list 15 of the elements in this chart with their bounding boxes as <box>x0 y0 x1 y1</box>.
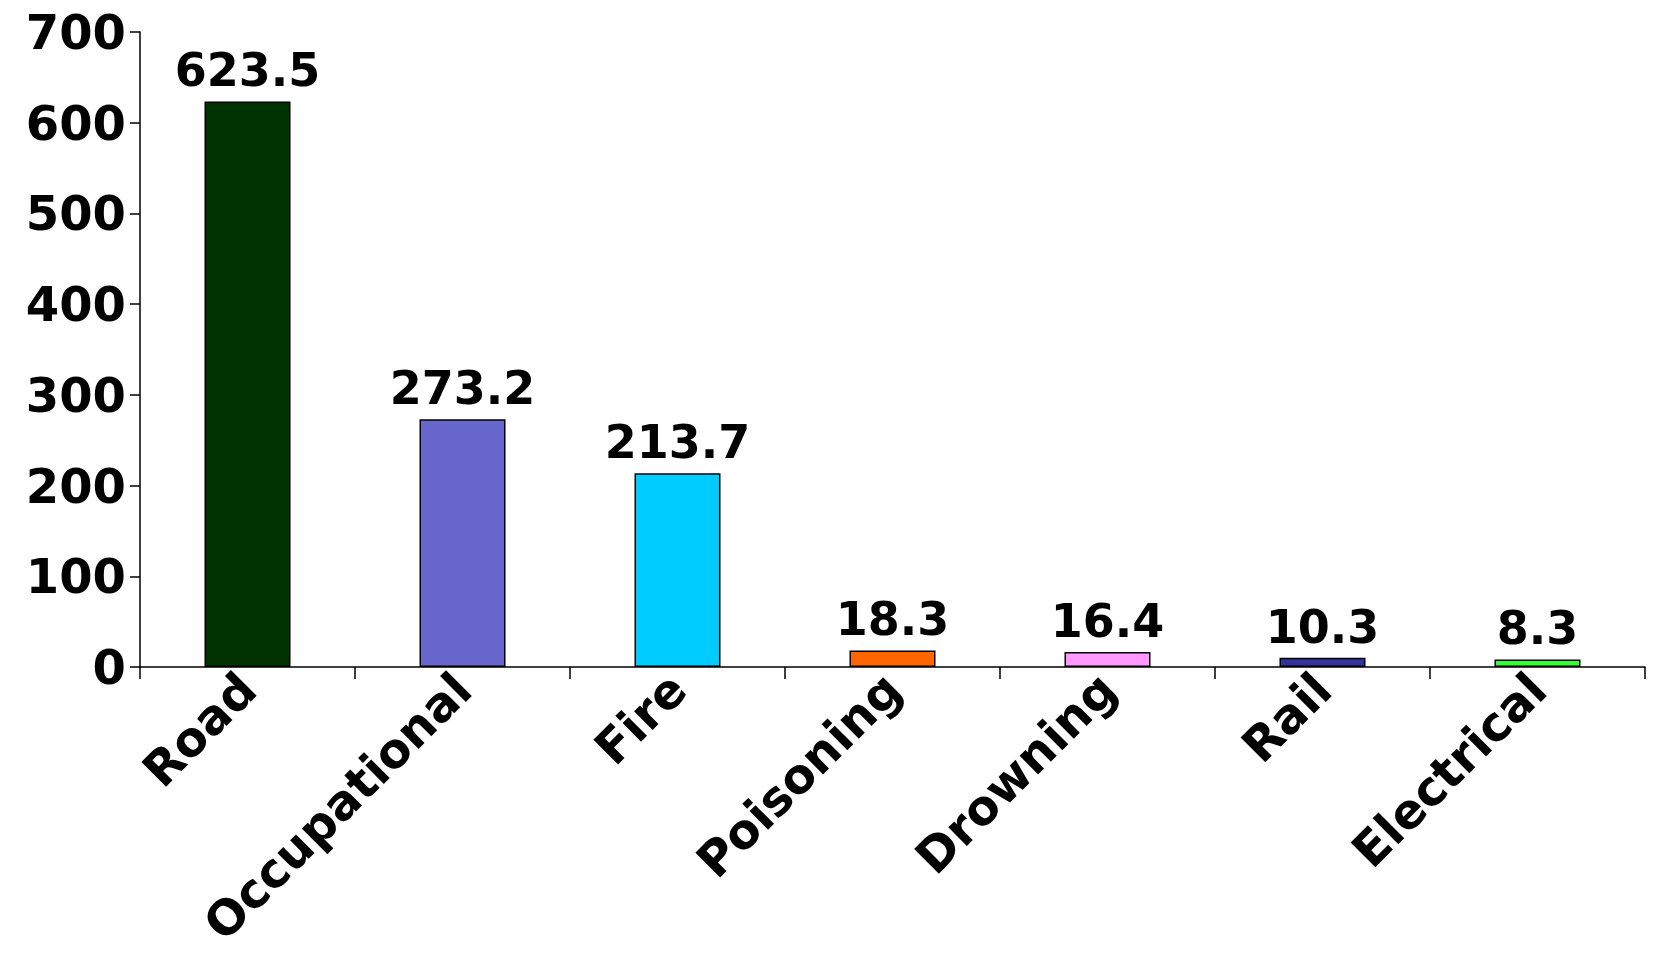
y-tick-label: 100 <box>25 548 126 605</box>
y-tick-label: 500 <box>25 185 126 242</box>
data-label: 16.4 <box>1050 594 1165 649</box>
y-tick-label: 200 <box>25 457 126 514</box>
data-label: 18.3 <box>835 592 950 647</box>
data-label: 8.3 <box>1496 601 1579 656</box>
data-label: 623.5 <box>174 43 321 98</box>
y-tick-label: 400 <box>25 276 126 333</box>
data-label: 10.3 <box>1265 599 1380 654</box>
y-tick-label: 300 <box>25 366 126 423</box>
y-tick-label: 700 <box>25 4 126 60</box>
data-label: 273.2 <box>389 361 536 416</box>
data-label: 213.7 <box>604 415 751 470</box>
y-tick-label: 0 <box>92 639 126 695</box>
y-tick-label: 600 <box>25 94 126 151</box>
